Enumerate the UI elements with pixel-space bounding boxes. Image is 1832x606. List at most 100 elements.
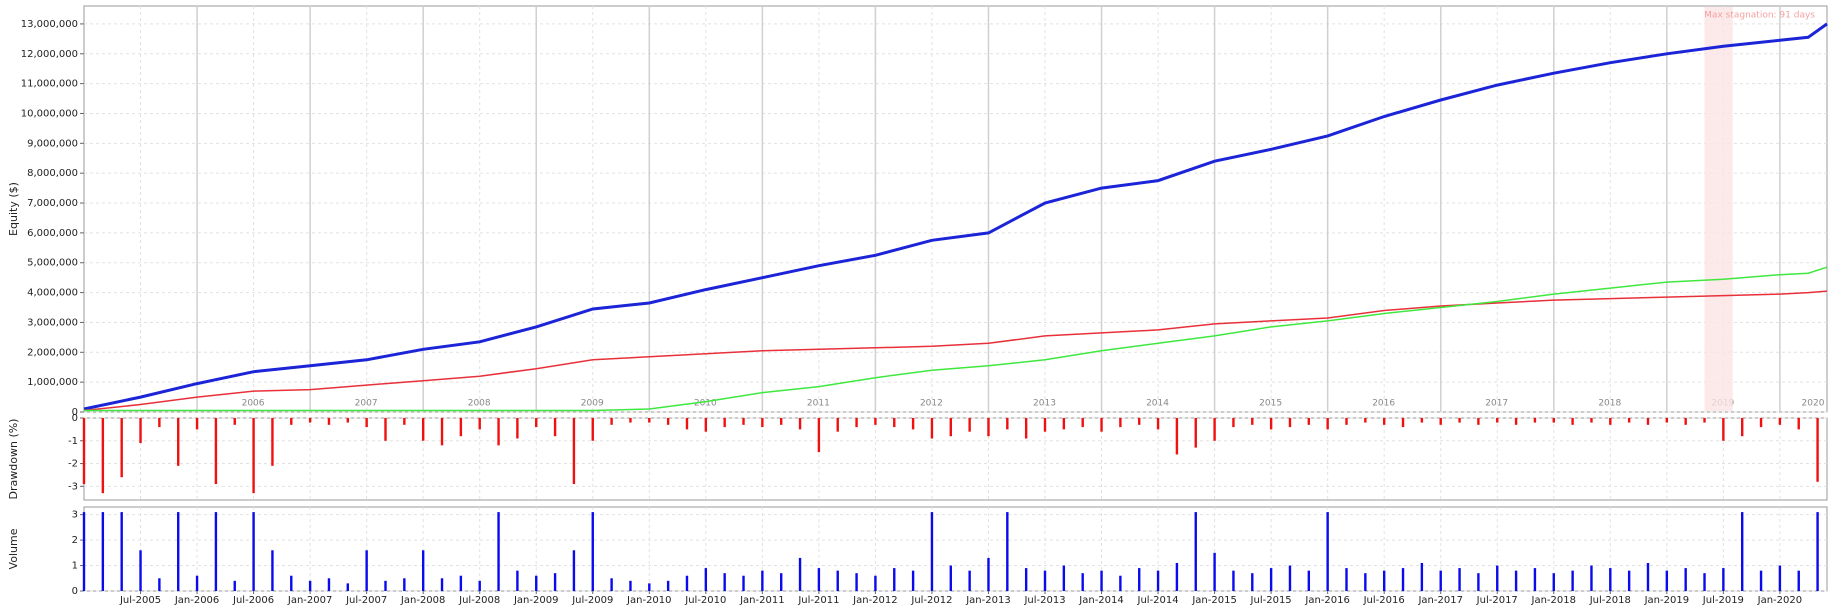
bar: [911, 418, 915, 430]
bar: [139, 550, 142, 591]
bar: [1514, 570, 1518, 591]
year-label: 2020: [1802, 399, 1825, 409]
bar: [1778, 565, 1782, 591]
bar: [290, 418, 293, 425]
x-tick-label: Jul-2017: [1476, 595, 1518, 606]
bar: [1741, 512, 1744, 591]
year-label: 2015: [1259, 399, 1282, 409]
bar: [1571, 570, 1574, 591]
bar: [195, 575, 199, 591]
bar: [817, 568, 821, 591]
x-tick-label: Jul-2005: [119, 595, 161, 606]
x-tick-label: Jan-2009: [513, 595, 558, 606]
y-tick-label: 7,000,000: [27, 198, 78, 209]
bar: [158, 418, 161, 428]
bar: [798, 557, 802, 591]
equity-line: [84, 266, 1828, 412]
bar: [346, 418, 350, 423]
bar: [327, 578, 331, 591]
bar: [761, 570, 764, 591]
bar: [1514, 418, 1518, 425]
bar: [1627, 570, 1631, 591]
year-label: 2017: [1485, 399, 1508, 409]
bar: [1364, 418, 1367, 423]
bar: [987, 557, 990, 591]
x-tick-label: Jan-2007: [287, 595, 332, 606]
bar: [874, 575, 877, 591]
bar: [214, 512, 218, 591]
bar: [1401, 418, 1405, 428]
x-tick-label: Jan-2016: [1304, 595, 1349, 606]
year-label: 2013: [1033, 399, 1056, 409]
bar: [1364, 573, 1367, 591]
x-tick-label: Jul-2006: [232, 595, 274, 606]
y-tick-label: 9,000,000: [27, 138, 78, 149]
bar: [742, 418, 745, 425]
bar: [403, 578, 406, 591]
x-tick-label: Jul-2015: [1250, 595, 1292, 606]
bar: [1571, 418, 1574, 425]
year-label: 2011: [807, 399, 830, 409]
bar: [685, 418, 689, 430]
bar: [1382, 418, 1386, 425]
bar: [1138, 568, 1141, 591]
bar: [648, 418, 651, 423]
bar: [1797, 418, 1800, 430]
bar: [1326, 418, 1329, 430]
bar: [780, 418, 783, 425]
bar: [1609, 418, 1612, 425]
bar: [252, 512, 255, 591]
y-tick-label: 5,000,000: [27, 258, 78, 269]
bar: [1741, 418, 1744, 437]
bar: [1496, 418, 1499, 423]
year-label: 2008: [468, 399, 491, 409]
bar: [177, 418, 180, 466]
bar: [1194, 418, 1197, 448]
bar: [629, 418, 632, 423]
year-label: 2007: [355, 399, 378, 409]
bar: [1213, 552, 1216, 591]
stagnation-band: [1704, 7, 1733, 411]
bar: [1288, 565, 1292, 591]
x-tick-label: Jan-2008: [400, 595, 445, 606]
bar: [535, 418, 538, 428]
y-tick-label: 2,000,000: [27, 347, 78, 358]
bar: [1081, 418, 1084, 428]
y-tick-label: -1: [68, 436, 78, 447]
bar: [139, 418, 142, 444]
bar: [1590, 565, 1593, 591]
x-tick-label: Jan-2010: [626, 595, 671, 606]
bar: [82, 418, 86, 485]
bar: [478, 580, 481, 591]
bar: [742, 575, 745, 591]
y-tick-label: 0: [72, 413, 78, 424]
y-tick-label: 2: [72, 535, 78, 546]
bar: [195, 418, 199, 430]
bar: [987, 418, 990, 437]
bar: [610, 418, 613, 425]
bar: [346, 583, 350, 591]
x-tick-label: Jul-2008: [458, 595, 500, 606]
bar: [893, 418, 896, 428]
bar: [1345, 568, 1348, 591]
bar: [421, 418, 425, 441]
bar: [1759, 570, 1763, 591]
x-tick-label: Jul-2009: [571, 595, 613, 606]
bar: [308, 418, 312, 423]
bar: [1778, 418, 1782, 425]
bar: [252, 418, 255, 494]
bar: [365, 418, 368, 428]
equity-line: [83, 22, 1828, 411]
x-tick-label: Jan-2017: [1417, 595, 1462, 606]
bar: [365, 550, 368, 591]
bar: [1006, 418, 1009, 430]
bar: [516, 570, 519, 591]
bar: [1703, 418, 1706, 423]
bar: [648, 583, 651, 591]
y-tick-label: 4,000,000: [27, 288, 78, 299]
bar: [1703, 573, 1706, 591]
bar: [177, 512, 180, 591]
bar: [535, 575, 538, 591]
year-label: 2010: [694, 399, 717, 409]
bar: [1458, 418, 1461, 423]
